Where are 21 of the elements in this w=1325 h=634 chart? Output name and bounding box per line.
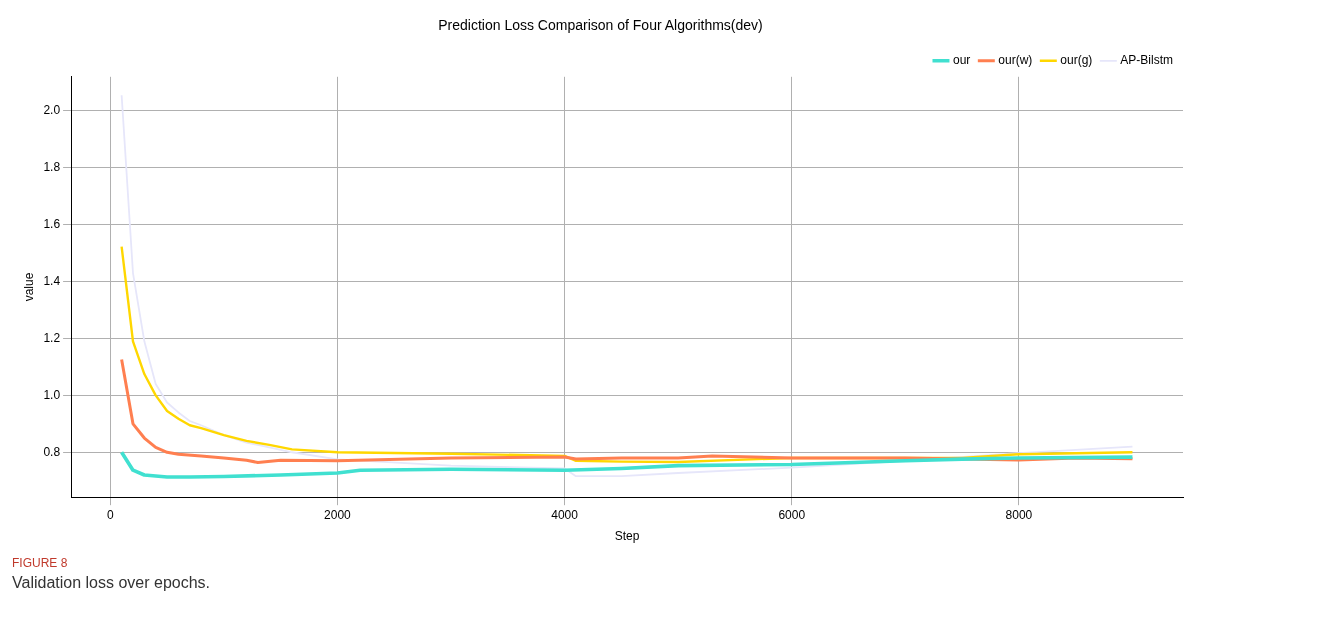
x-tick-label: 2000 [324, 507, 352, 522]
legend-label: our [952, 53, 971, 68]
legend-label: AP-Bilstm [1120, 53, 1173, 68]
y-tick-label: 0.8 [43, 444, 61, 459]
y-tick-label: 1.8 [43, 160, 61, 175]
y-tick-label: 1.0 [43, 387, 61, 402]
x-tick-label: 6000 [778, 507, 806, 522]
legend-label: our(w) [998, 53, 1033, 68]
y-axis-title: value [21, 272, 36, 302]
chart-title: Prediction Loss Comparison of Four Algorithms(dev) [438, 17, 763, 34]
caption: FIGURE 8 [12, 556, 69, 570]
x-tick-label: 4000 [551, 507, 579, 522]
text: Validation loss over epochs. [12, 574, 212, 592]
legend-label: our(g) [1060, 53, 1093, 68]
y-tick-label: 2.0 [43, 103, 61, 118]
x-tick-label: 0 [106, 507, 114, 522]
y-tick-label: 1.6 [43, 217, 61, 232]
y-tick-label: 1.4 [43, 273, 61, 288]
x-axis-title: Step [614, 529, 640, 544]
y-tick-label: 1.2 [43, 330, 61, 345]
x-tick-label: 8000 [1005, 507, 1033, 522]
